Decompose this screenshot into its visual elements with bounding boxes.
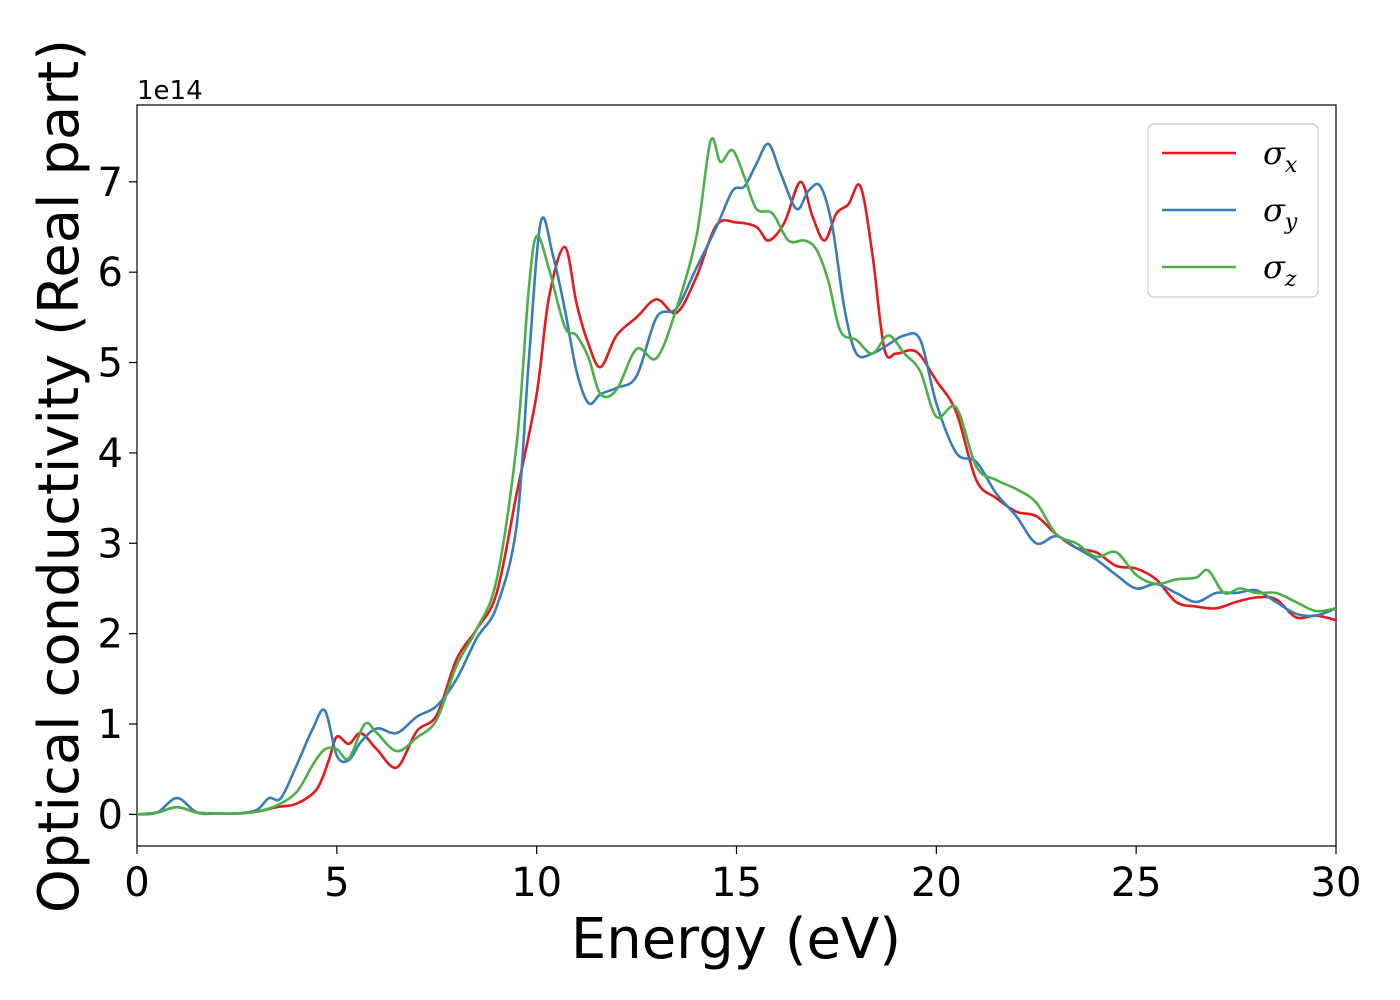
y-tick-label: 5 <box>98 341 123 387</box>
legend-subscript: z <box>1284 267 1297 292</box>
y-tick-label: 4 <box>98 431 123 477</box>
x-tick-label: 10 <box>511 860 562 906</box>
x-axis-ticks: 0 5 10 15 20 25 30 <box>124 846 1361 906</box>
x-tick-label: 15 <box>711 860 762 906</box>
y-tick-label: 6 <box>98 250 123 296</box>
x-tick-label: 0 <box>124 860 149 906</box>
y-tick-label: 0 <box>98 792 123 838</box>
y-axis-ticks: 0 1 2 3 4 5 6 7 <box>98 160 137 838</box>
y-tick-label: 1 <box>98 702 123 748</box>
x-tick-label: 30 <box>1311 860 1362 906</box>
series-line-sigma-x <box>136 180 1337 816</box>
series-line-sigma-z <box>136 137 1337 816</box>
legend-subscript: y <box>1284 210 1298 235</box>
y-offset-label: 1e14 <box>137 76 203 106</box>
legend-symbol: σ <box>1263 134 1286 172</box>
series-layer <box>136 137 1337 816</box>
legend-label-z: σz <box>1263 248 1297 292</box>
y-tick-label: 3 <box>98 521 123 567</box>
x-tick-label: 25 <box>1111 860 1162 906</box>
series-line-sigma-y <box>136 142 1337 816</box>
y-axis-label: Optical conductivity (Real part) <box>27 39 92 913</box>
legend-symbol: σ <box>1263 191 1286 229</box>
legend-subscript: x <box>1285 153 1298 178</box>
legend-symbol: σ <box>1263 248 1286 286</box>
x-tick-label: 20 <box>911 860 962 906</box>
legend-label-y: σy <box>1263 191 1298 235</box>
legend-label-x: σx <box>1263 134 1298 178</box>
y-tick-label: 2 <box>98 612 123 658</box>
x-tick-label: 5 <box>324 860 349 906</box>
x-axis-label: Energy (eV) <box>571 907 901 972</box>
y-tick-label: 7 <box>98 160 123 206</box>
